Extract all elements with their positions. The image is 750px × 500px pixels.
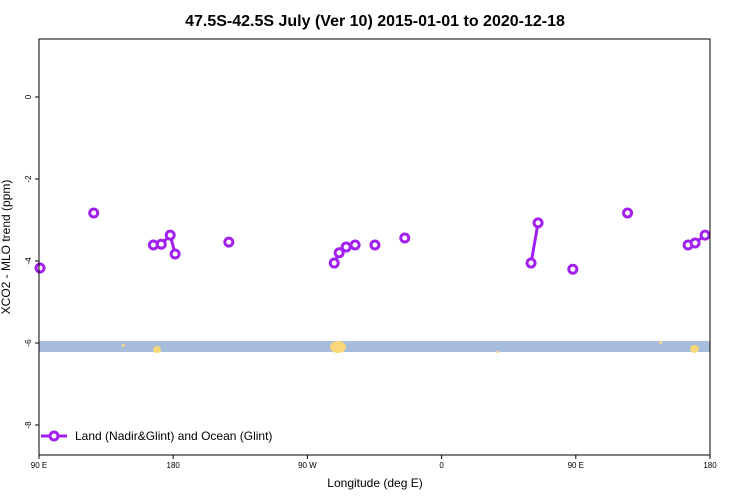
data-point (88, 207, 100, 219)
land-blob (496, 351, 499, 353)
series-line (529, 222, 540, 264)
y-axis-label: XCO2 - MLO trend (ppm) (0, 180, 13, 315)
land-blob (122, 344, 125, 347)
data-point (333, 247, 345, 259)
x-tick-label: 180 (703, 461, 717, 470)
data-point (340, 241, 352, 253)
land-blob (330, 341, 346, 353)
y-axis: 0 -2 -4 -6 -8 (24, 94, 39, 429)
x-tick-label: 180 (167, 461, 181, 470)
legend-label: Land (Nadir&Glint) and Ocean (Glint) (75, 429, 272, 443)
x-tick-label: 90 W (298, 461, 317, 470)
chart-title: 47.5S-42.5S July (Ver 10) 2015-01-01 to … (185, 13, 565, 30)
x-tick-label: 0 (439, 461, 444, 470)
y-tick-label: -4 (24, 257, 33, 265)
data-point (399, 232, 411, 244)
data-point (169, 248, 181, 260)
data-point (223, 236, 235, 248)
land-blob (153, 346, 161, 353)
legend-marker (48, 430, 60, 442)
x-axis-label: Longitude (deg E) (327, 476, 422, 490)
data-point (525, 257, 537, 269)
x-tick-label: 90 E (568, 461, 584, 470)
data-point (532, 217, 544, 229)
data-point (164, 229, 176, 241)
data-point (328, 257, 340, 269)
data-point (567, 263, 579, 275)
ocean-band (39, 340, 710, 353)
legend: Land (Nadir&Glint) and Ocean (Glint) (41, 429, 272, 443)
y-tick-label: -8 (24, 421, 33, 429)
land-blob (659, 341, 662, 344)
data-point (349, 239, 361, 251)
series-land-ocean (34, 207, 711, 275)
y-tick-label: -2 (24, 175, 33, 183)
data-point (622, 207, 634, 219)
x-axis: 90 E 180 90 W 0 90 E 180 (31, 455, 717, 470)
data-point (34, 262, 46, 274)
data-point (689, 237, 701, 249)
plot-frame (38, 38, 711, 456)
data-point (369, 239, 381, 251)
y-tick-label: -6 (24, 339, 33, 347)
y-tick-label: 0 (24, 94, 33, 99)
x-tick-label: 90 E (31, 461, 47, 470)
map-band (39, 340, 710, 353)
data-point (699, 229, 711, 241)
data-point (155, 238, 167, 250)
land-blob (690, 345, 699, 353)
